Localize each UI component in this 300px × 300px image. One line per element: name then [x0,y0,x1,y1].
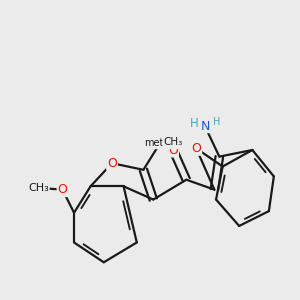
Text: O: O [168,143,178,157]
Text: O: O [58,183,68,196]
Text: methyl: methyl [144,138,178,148]
Text: N: N [201,120,210,133]
Text: CH₃: CH₃ [28,183,49,193]
Text: CH₃: CH₃ [163,137,182,147]
Text: H: H [190,117,199,130]
Text: O: O [191,142,201,155]
Text: O: O [107,157,117,170]
Text: H: H [213,117,221,127]
